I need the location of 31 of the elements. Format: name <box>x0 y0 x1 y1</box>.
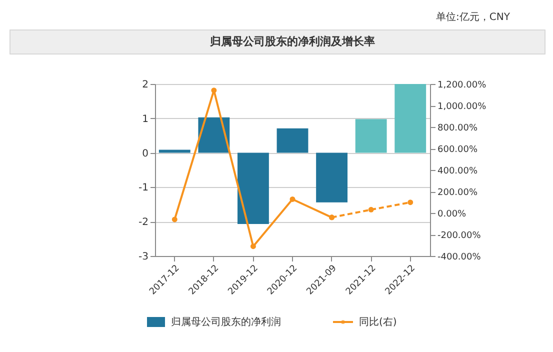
y2-tick-label: 400.00% <box>438 166 478 176</box>
bar <box>316 152 348 202</box>
y2-tick-label: 0.00% <box>438 210 467 220</box>
bar <box>394 84 426 153</box>
y2-tick-label: 600.00% <box>438 145 478 155</box>
point <box>290 196 296 202</box>
text: 单位:亿元，CNY <box>436 11 511 23</box>
point <box>408 200 414 206</box>
y2-tick-label: 800.00% <box>438 124 478 134</box>
y-tick-label: -1 <box>138 182 148 194</box>
y-tick-label: 1 <box>142 114 148 125</box>
bar <box>276 128 308 153</box>
y2-tick-label: -400.00% <box>438 252 482 262</box>
y-tick-label: -3 <box>138 252 148 262</box>
y-tick-label: -2 <box>138 217 148 228</box>
y-tick-label: 0 <box>142 148 148 160</box>
bar <box>238 152 269 224</box>
legend-label: 归属母公司股东的净利润 <box>171 316 281 328</box>
y2-tick-label: 1,200.00% <box>438 80 487 90</box>
y2-tick-label: 200.00% <box>438 188 478 198</box>
bar <box>355 119 387 153</box>
point <box>172 216 178 222</box>
legend-label: 同比(右) <box>359 316 397 328</box>
bar <box>158 150 190 153</box>
y2-tick-label: -200.00% <box>438 231 482 241</box>
y-tick-label: 2 <box>142 80 148 90</box>
chart-title: 归属母公司股东的净利润及增长率 <box>209 35 375 48</box>
point <box>368 206 374 212</box>
point <box>329 214 335 220</box>
y2-tick-label: 1,000.00% <box>438 102 487 112</box>
point <box>250 244 256 250</box>
